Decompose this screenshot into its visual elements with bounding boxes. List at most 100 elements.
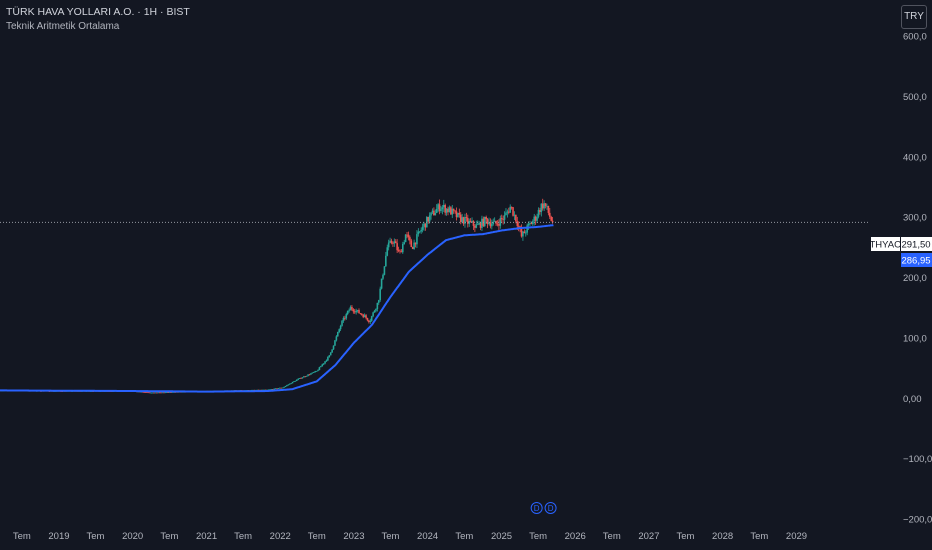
candle [370, 315, 373, 322]
candle [322, 363, 325, 366]
candle [393, 238, 396, 247]
indicator-title[interactable]: Teknik Aritmetik Ortalama [6, 21, 120, 32]
candle [331, 349, 333, 354]
candle [303, 375, 305, 378]
candle [294, 380, 297, 382]
candle [335, 335, 338, 342]
candle [454, 209, 456, 214]
candle [321, 363, 324, 367]
currency-button[interactable]: TRY [901, 5, 927, 29]
candle [523, 229, 526, 234]
candle [143, 391, 145, 393]
candle [314, 370, 316, 373]
candle [406, 232, 408, 239]
y-tick-label: −200,0 [903, 514, 932, 525]
candle [461, 213, 463, 224]
candle [283, 386, 285, 388]
x-tick-label: Tem [455, 531, 473, 542]
dividend-marker-label: D [548, 504, 554, 513]
candle [163, 392, 165, 394]
candle [546, 203, 548, 210]
candle [318, 366, 321, 371]
candle [297, 378, 300, 381]
candle [380, 278, 383, 290]
candle [413, 239, 415, 250]
dividend-marker[interactable]: D [530, 502, 543, 514]
candle [451, 205, 454, 218]
candle [161, 392, 164, 394]
candle [522, 230, 524, 241]
candle [420, 227, 422, 234]
candle [356, 309, 359, 313]
candle [503, 211, 506, 224]
chart-legend: TÜRK HAVA YOLLARI A.O. · 1H · BIST Tekni… [6, 4, 190, 34]
candle [157, 392, 160, 394]
x-tick-label: 2028 [712, 531, 733, 542]
candle [394, 239, 397, 244]
candle [310, 372, 312, 375]
candle [298, 377, 301, 379]
candle [144, 392, 147, 393]
x-tick-label: Tem [750, 531, 768, 542]
candle [307, 374, 309, 377]
dividend-marker-label: D [534, 504, 540, 513]
candle [469, 218, 472, 223]
candle [468, 218, 471, 227]
candle [499, 215, 502, 229]
candle [305, 375, 308, 377]
candle [455, 207, 458, 221]
candle [540, 203, 543, 217]
candle [547, 205, 550, 216]
candle [442, 199, 445, 212]
ma-value-label-box [901, 253, 932, 267]
candle [467, 214, 469, 228]
price-axis[interactable]: 600,0 500,0 400,0 300,0 200,0 100,0 0,00 −100,0… [903, 32, 932, 526]
dividend-marker[interactable]: D [544, 502, 557, 514]
candle [534, 215, 537, 225]
candle [332, 345, 335, 350]
candle [352, 308, 355, 314]
candle [421, 223, 424, 233]
candle [276, 388, 278, 390]
candle [324, 361, 326, 365]
candle [304, 376, 307, 378]
candle [479, 221, 482, 231]
time-axis[interactable]: Tem 2019 Tem 2020 Tem 2021 Tem 2022 Tem 2023 Tem 20… [13, 531, 807, 542]
candle [153, 392, 155, 394]
candle [376, 302, 379, 312]
candle [372, 311, 374, 318]
candle [517, 221, 520, 232]
candle [448, 205, 451, 213]
candle [366, 317, 369, 322]
candle [482, 216, 485, 227]
candle [488, 217, 490, 226]
x-tick-label: Tem [603, 531, 621, 542]
x-tick-label: 2020 [122, 531, 143, 542]
candle [274, 388, 277, 390]
candle [481, 215, 483, 232]
candle [279, 387, 281, 389]
candle [498, 219, 500, 231]
candle [287, 384, 290, 386]
candle [465, 212, 468, 222]
candle [363, 313, 366, 318]
candle [348, 308, 350, 313]
candle [400, 249, 403, 253]
y-tick-label: −100,0 [903, 454, 932, 465]
candle [430, 212, 432, 220]
x-tick-label: Tem [529, 531, 547, 542]
x-tick-label: 2021 [196, 531, 217, 542]
symbol-title[interactable]: TÜRK HAVA YOLLARI A.O. · 1H · BIST [6, 6, 190, 18]
candle [311, 372, 314, 374]
candle [320, 365, 322, 368]
candle [515, 214, 517, 224]
candle [397, 246, 400, 253]
candle [424, 223, 427, 231]
candle [277, 388, 280, 389]
candle [493, 217, 496, 222]
candle [536, 213, 538, 223]
candle [529, 220, 531, 227]
candle [286, 384, 288, 387]
candle [341, 319, 343, 327]
